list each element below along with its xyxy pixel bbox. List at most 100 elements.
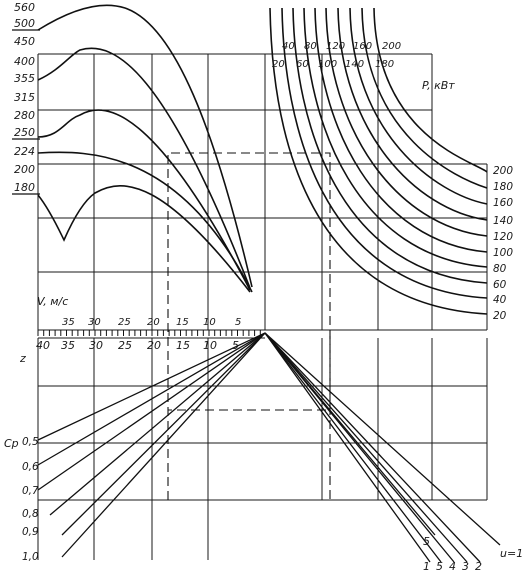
u-ray [264,332,436,536]
u-extra-label: 5 [423,535,430,548]
velocity-bottom-25: 25 [118,339,132,352]
u-scale: u=1 1 5 4 3 2 5 [423,535,523,572]
cp-value-0-7: 0,7 [22,485,39,497]
example-dashed-line [167,152,331,500]
power-right-200: 200 [493,165,513,177]
velocity-top-10: 10 [203,317,216,328]
velocity-top-20: 20 [147,317,160,328]
power-axis-label: P, кВт [422,79,455,92]
velocity-axis-label: V, м/с [37,295,68,308]
curve-400 [37,47,251,289]
cp-value-0-5: 0,5 [22,436,39,448]
power-top-80: 80 [304,41,317,52]
curve-280 [37,109,251,291]
cp-ray [37,332,266,441]
left-label-400: 400 [14,55,35,68]
power-right-60: 60 [493,279,507,291]
u-value-5: 5 [436,560,443,572]
u-ray [264,332,501,546]
velocity-bottom-15: 15 [176,339,190,352]
power-top-20: 20 [272,59,285,70]
cp-value-0-8: 0,8 [22,508,39,520]
power-curve [269,7,488,315]
left-label-355: 355 [14,72,35,85]
cp-value-0-9: 0,9 [22,526,39,538]
u-value-2: 2 [475,560,482,572]
velocity-top-35: 35 [62,317,75,328]
cp-scale: z Cp 0,5 0,6 0,7 0,8 0,9 1,0 [4,352,39,563]
power-right-160: 160 [493,197,513,209]
power-top-120: 120 [326,41,345,52]
left-scale: 560 500 450 400 355 315 280 250 224 200 … [12,1,40,195]
power-top-160: 160 [353,41,372,52]
u-value-3: 3 [462,560,469,572]
u-ray [264,332,481,563]
example-path [167,152,331,500]
power-curve [361,7,488,189]
power-curve [314,7,488,253]
u-rays [264,332,501,563]
power-curve [281,7,488,299]
power-right-80: 80 [493,263,507,275]
left-label-200: 200 [14,163,35,176]
curve-180 [37,185,251,293]
grid [37,53,488,560]
power-right-140: 140 [493,215,513,227]
power-curve [373,7,488,173]
left-label-224: 224 [14,145,35,158]
power-top-200: 200 [382,41,401,52]
u-ray [264,332,442,563]
velocity-scale: V, м/с 35 30 25 20 15 10 5 40 35 30 25 2… [36,295,241,352]
power-curve [325,7,488,237]
cp-rays [37,332,266,558]
power-right-100: 100 [493,247,513,259]
power-top-100: 100 [318,59,337,70]
left-label-450: 450 [14,35,35,48]
velocity-bottom-35: 35 [61,339,75,352]
cp-ray [49,332,266,516]
power-curve [349,7,488,205]
cp-ray [61,332,266,536]
velocity-ticks [37,330,261,336]
velocity-bottom-20: 20 [147,339,161,352]
power-top-labels: 40 80 120 160 200 20 60 100 140 180 P, к… [272,41,455,92]
power-top-140: 140 [345,59,364,70]
power-right-20: 20 [493,310,507,322]
u-ray [264,332,468,563]
velocity-top-5: 5 [235,317,241,328]
left-label-180: 180 [14,181,35,194]
velocity-bottom-30: 30 [89,339,103,352]
z-label: z [19,352,26,365]
left-label-500: 500 [14,17,35,30]
curve-560 [37,4,253,288]
u-ray [264,332,431,563]
velocity-bottom-5: 5 [232,339,239,352]
cp-value-1-0: 1,0 [22,551,39,563]
power-right-40: 40 [493,294,507,306]
cp-label: Cp [4,437,19,450]
belt-curves [37,4,253,293]
velocity-top-25: 25 [118,317,131,328]
left-label-560: 560 [14,1,35,14]
power-right-180: 180 [493,181,513,193]
u-value-4: 4 [449,560,456,572]
power-top-180: 180 [375,59,394,70]
cp-ray [37,332,266,466]
left-label-280: 280 [14,109,35,122]
power-top-40: 40 [282,41,295,52]
power-curves [269,7,488,315]
power-right-120: 120 [493,231,513,243]
cp-value-0-6: 0,6 [22,461,39,473]
cp-ray [61,332,266,558]
velocity-bottom-40: 40 [36,339,50,352]
u-label: u=1 [500,547,523,560]
power-curve [337,7,488,221]
cp-ray [37,332,266,491]
power-right-labels: 200 180 160 140 120 100 80 60 40 20 [493,165,513,322]
left-label-250: 250 [14,126,35,139]
velocity-bottom-10: 10 [203,339,217,352]
power-top-60: 60 [296,59,309,70]
power-curve [292,7,488,284]
velocity-top-15: 15 [176,317,189,328]
